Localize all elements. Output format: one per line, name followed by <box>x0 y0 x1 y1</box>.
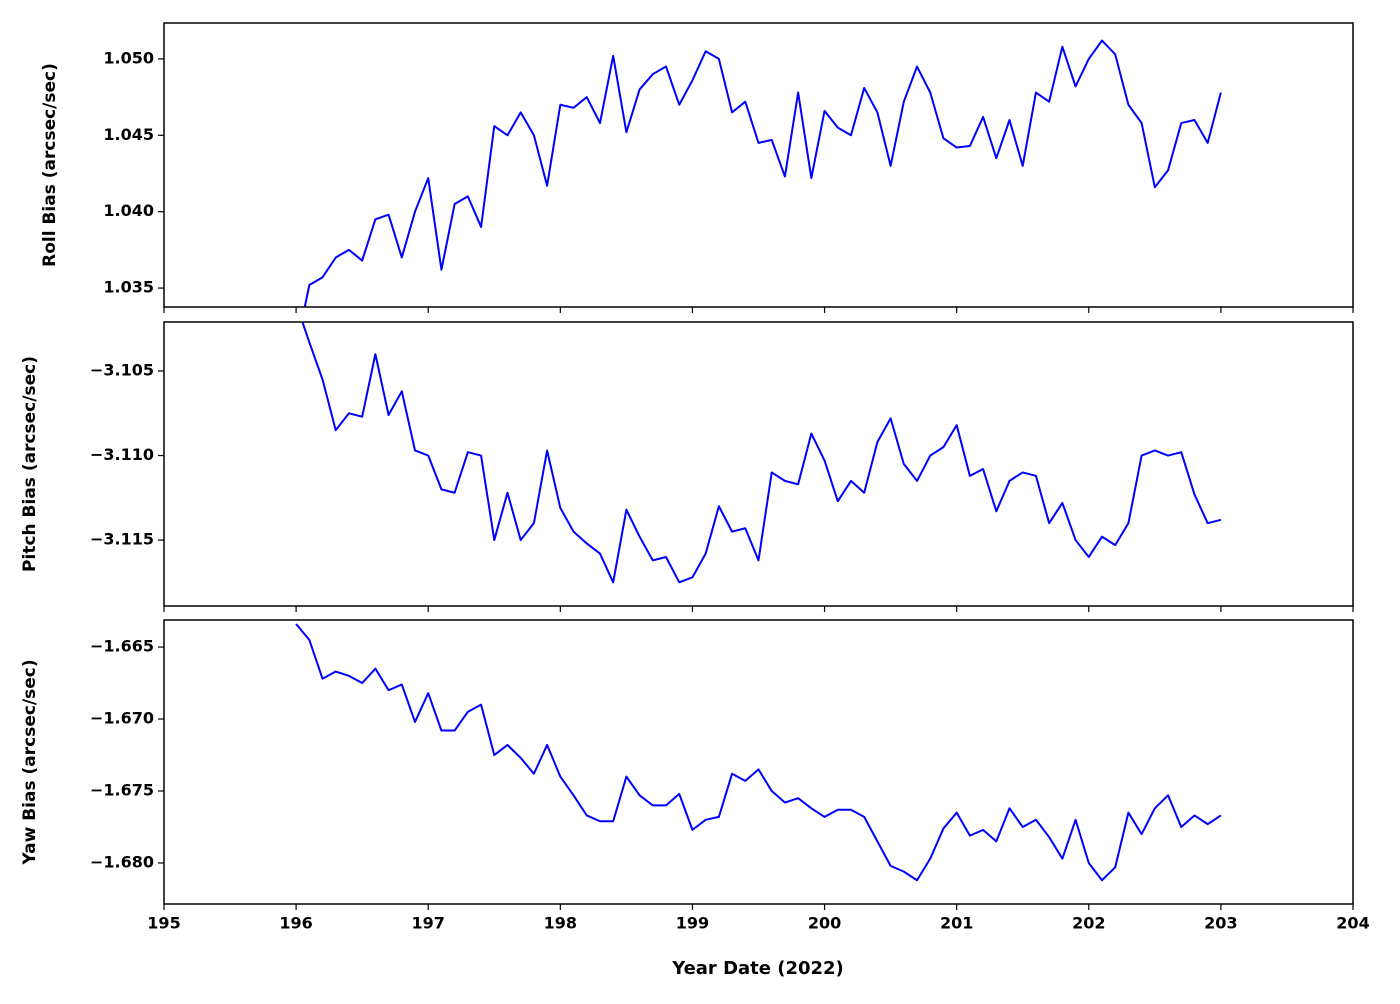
data-line <box>303 39 1222 307</box>
y-tick-label: −3.115 <box>90 530 154 549</box>
y-tick-label: −3.105 <box>90 361 154 380</box>
axes-frame <box>163 619 1354 905</box>
x-tick-label: 199 <box>676 914 709 933</box>
x-tick-label: 196 <box>279 914 312 933</box>
axes-frame <box>163 22 1354 308</box>
y-tick-label: −3.110 <box>90 445 154 464</box>
y-tick-label: 1.050 <box>103 48 154 67</box>
y-tick-label: −1.665 <box>90 637 154 656</box>
y-axis-label: Yaw Bias (arcsec/sec) <box>20 659 40 865</box>
data-line <box>301 322 1222 584</box>
x-tick-label: 203 <box>1204 914 1237 933</box>
y-axis-label: Roll Bias (arcsec/sec) <box>40 63 60 267</box>
y-tick-label: −1.670 <box>90 709 154 728</box>
y-tick-label: −1.680 <box>90 852 154 871</box>
x-tick-label: 201 <box>940 914 973 933</box>
x-tick-label: 204 <box>1336 914 1369 933</box>
x-tick-label: 197 <box>412 914 445 933</box>
x-tick-label: 198 <box>544 914 577 933</box>
x-tick-label: 195 <box>147 914 180 933</box>
y-tick-label: −1.675 <box>90 781 154 800</box>
axes-frame <box>163 321 1354 607</box>
y-axis-label: Pitch Bias (arcsec/sec) <box>20 356 40 572</box>
y-tick-label: 1.045 <box>103 125 154 144</box>
x-tick-label: 202 <box>1072 914 1105 933</box>
x-axis-label: Year Date (2022) <box>671 958 844 979</box>
x-tick-label: 200 <box>808 914 841 933</box>
y-tick-label: 1.035 <box>103 278 154 297</box>
y-tick-label: 1.040 <box>103 201 154 220</box>
data-line <box>295 623 1222 882</box>
